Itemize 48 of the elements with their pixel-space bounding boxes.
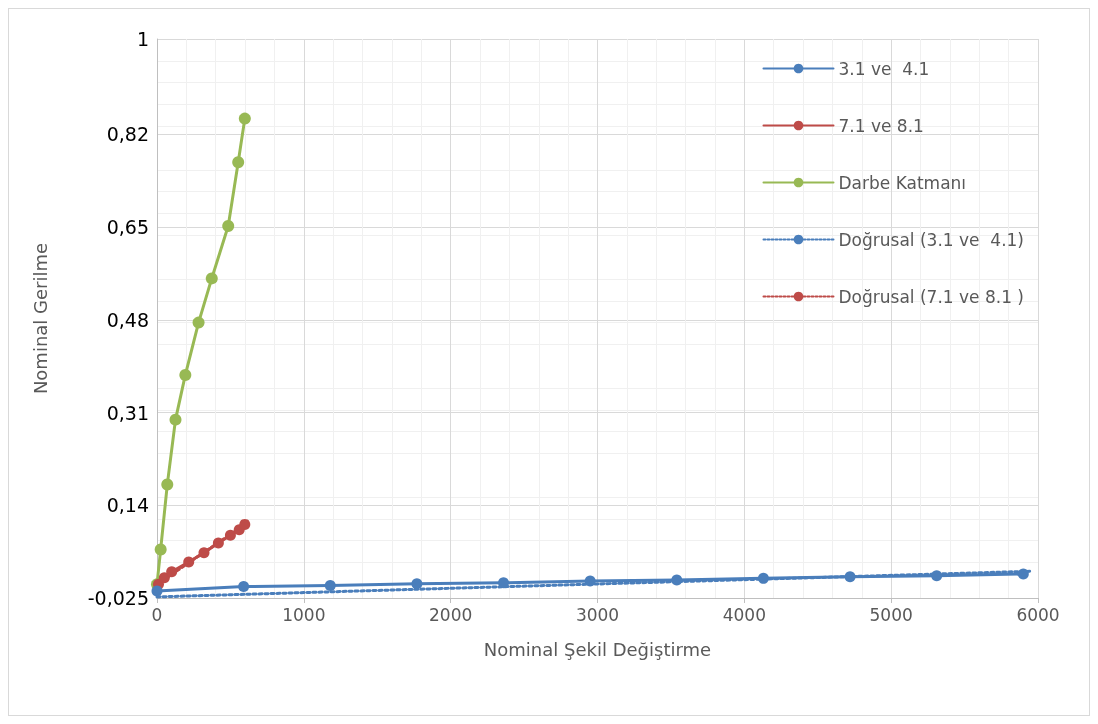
point [757, 572, 769, 584]
x-tick-label: 5000 [869, 604, 913, 625]
y-axis-title: Nominal Gerilme [29, 242, 51, 395]
y-tick-label: 1 [136, 28, 149, 50]
y-tick-label: 0,65 [106, 216, 149, 239]
point [151, 585, 163, 597]
point [498, 577, 510, 589]
point [931, 570, 943, 582]
x-axis-title: Nominal Şekil Değiştirme [483, 638, 712, 660]
legend-label: 3.1 ve 4.1 [838, 58, 930, 79]
point [169, 413, 182, 426]
y-tick-label: 0,82 [106, 123, 149, 146]
y-tick-label: 0,14 [106, 494, 149, 517]
point [324, 579, 336, 591]
point [232, 156, 245, 169]
point [183, 556, 195, 568]
x-tick-label: 6000 [1016, 604, 1060, 625]
point [198, 547, 210, 559]
x-tick-label: 2000 [429, 604, 473, 625]
x-tick-label: 3000 [575, 604, 620, 625]
point [238, 112, 251, 125]
x-tick-label: 0 [151, 604, 163, 625]
point [224, 529, 236, 541]
y-tick-label: 0,48 [106, 308, 149, 331]
point [212, 537, 224, 549]
point [411, 578, 423, 590]
point [158, 572, 170, 584]
legend-label: Doğrusal (3.1 ve 4.1) [838, 229, 1024, 250]
x-tick-label: 1000 [282, 604, 326, 625]
y-tick-label: 0,31 [106, 401, 149, 424]
point [584, 575, 596, 587]
point [238, 581, 250, 593]
point [844, 571, 856, 583]
point [192, 316, 205, 329]
point [179, 368, 192, 381]
point [154, 543, 167, 556]
x-tick-label: 4000 [722, 604, 766, 625]
legend-label: Darbe Katmanı [838, 172, 967, 193]
point [166, 566, 178, 578]
point [1017, 568, 1029, 580]
legend-label: 7.1 ve 8.1 [838, 115, 924, 136]
point [222, 220, 235, 233]
point [205, 272, 218, 285]
point [239, 518, 251, 530]
point [671, 574, 683, 586]
y-tick-label: -0,025 [87, 587, 149, 609]
point [161, 478, 174, 491]
legend-label: Doğrusal (7.1 ve 8.1 ) [838, 286, 1024, 307]
